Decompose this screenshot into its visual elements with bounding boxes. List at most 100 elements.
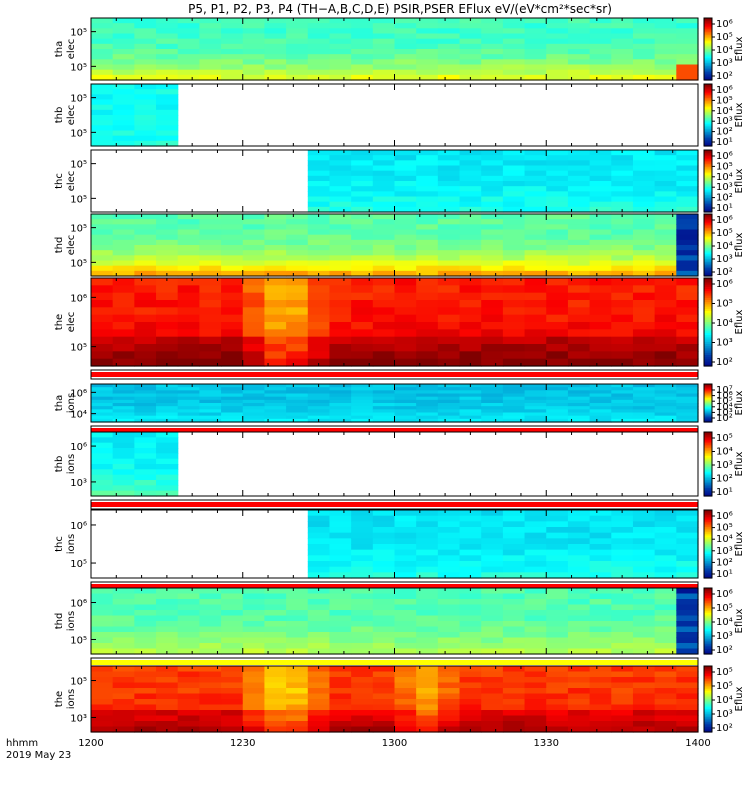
spectrogram-cell <box>329 593 352 600</box>
spectrogram-cell <box>589 403 612 407</box>
colorbar-step <box>704 639 712 642</box>
spectrogram-cell <box>242 390 266 395</box>
spectrogram-cell <box>351 201 374 208</box>
spectrogram-cell <box>654 710 677 717</box>
spectrogram-cell <box>481 715 504 722</box>
spectrogram-cell <box>546 384 569 388</box>
spectrogram-cell <box>394 515 417 522</box>
spectrogram-cell <box>134 637 157 644</box>
spectrogram-cell <box>112 677 135 684</box>
spectrogram-cell <box>242 637 266 644</box>
spectrogram-cell <box>437 604 461 611</box>
colorbar-step <box>704 170 712 173</box>
spectrogram-cell <box>524 637 547 644</box>
spectrogram-cell <box>177 307 200 316</box>
spectrogram-cell <box>437 409 461 414</box>
spectrogram-cell <box>502 572 526 579</box>
spectrogram-cell <box>112 442 135 449</box>
spectrogram-cell <box>611 406 634 410</box>
spectrogram-cell <box>611 538 634 545</box>
spectrogram-cell <box>459 538 482 545</box>
colorbar-tick-label: 10² <box>716 267 733 278</box>
spectrogram-cell <box>156 130 179 137</box>
spectrogram-cell <box>502 196 526 203</box>
spectrogram-cell <box>546 292 569 301</box>
spectrogram-cell <box>351 181 374 187</box>
spectrogram-cell <box>394 234 417 241</box>
spectrogram-cell <box>394 278 417 286</box>
spectrogram-cell <box>329 239 352 246</box>
spectrogram-cell <box>524 278 547 286</box>
spectrogram-cell <box>546 260 569 267</box>
spectrogram-cell <box>372 292 396 301</box>
spectrogram-cell <box>351 561 374 568</box>
spectrogram-cell <box>242 59 266 66</box>
spectrogram-cell <box>134 74 157 81</box>
colorbar-step <box>704 672 712 675</box>
spectrogram-cell <box>156 671 179 678</box>
colorbar-step <box>704 407 712 410</box>
spectrogram-cell <box>91 409 114 414</box>
spectrogram-cell <box>567 527 591 534</box>
spectrogram-cell <box>416 38 439 45</box>
spectrogram-cell <box>286 74 309 81</box>
colorbar-step <box>704 333 712 336</box>
spectrogram-cell <box>611 186 634 192</box>
spectrogram-cell <box>351 721 374 728</box>
spectrogram-cell <box>567 396 591 401</box>
spectrogram-cell <box>372 682 396 689</box>
spectrogram-cell <box>307 549 331 556</box>
colorbar-step <box>704 606 712 609</box>
spectrogram-cell <box>589 572 612 579</box>
spectrogram-cell <box>654 196 677 203</box>
spectrogram-cell <box>221 59 244 66</box>
spectrogram-cell <box>567 285 591 294</box>
colorbar-step <box>704 300 712 303</box>
spectrogram-cell <box>134 648 157 655</box>
spectrogram-cell <box>676 549 699 556</box>
spectrogram-cell <box>91 621 114 628</box>
spectrogram-cell <box>351 671 374 678</box>
colorbar-step <box>704 162 712 165</box>
spectrogram-cell <box>156 485 179 492</box>
spectrogram-cell <box>156 599 179 606</box>
panel-species-label: ions <box>66 393 77 413</box>
spectrogram-cell <box>199 18 222 24</box>
spectrogram-cell <box>329 527 352 534</box>
spectrogram-cell <box>481 234 504 241</box>
spectrogram-cell <box>437 643 461 650</box>
spectrogram-cell <box>199 721 222 728</box>
spectrogram-cell <box>134 442 157 449</box>
colorbar-step <box>704 614 712 617</box>
x-tick-label: 1200 <box>78 738 103 749</box>
spectrogram-cell <box>437 245 461 251</box>
colorbar-step <box>704 311 712 314</box>
spectrogram-cell <box>567 336 591 345</box>
spectrogram-cell <box>589 532 612 539</box>
y-tick-label: 10³ <box>70 478 87 489</box>
spectrogram-cell <box>676 314 699 323</box>
spectrogram-cell <box>112 140 135 147</box>
spectrogram-cell <box>632 715 656 722</box>
spectrogram-cell <box>481 682 504 689</box>
colorbar-step <box>704 433 712 436</box>
colorbar-step <box>704 402 712 404</box>
spectrogram-cell <box>286 23 309 29</box>
spectrogram-cell <box>177 399 200 404</box>
spectrogram-cell <box>372 69 396 76</box>
spectrogram-cell <box>286 721 309 728</box>
spectrogram-cell <box>221 643 244 650</box>
spectrogram-cell <box>329 544 352 551</box>
spectrogram-cell <box>91 224 114 231</box>
spectrogram-cell <box>546 538 569 545</box>
spectrogram-cell <box>329 265 352 272</box>
spectrogram-cell <box>264 384 287 388</box>
y-tick-label: 10⁵ <box>70 28 87 39</box>
spectrogram-cell <box>286 396 309 401</box>
spectrogram-cell <box>112 250 135 256</box>
colorbar-tick-label: 10⁴ <box>716 402 733 413</box>
spectrogram-cell <box>416 170 439 177</box>
spectrogram-cell <box>286 322 309 330</box>
